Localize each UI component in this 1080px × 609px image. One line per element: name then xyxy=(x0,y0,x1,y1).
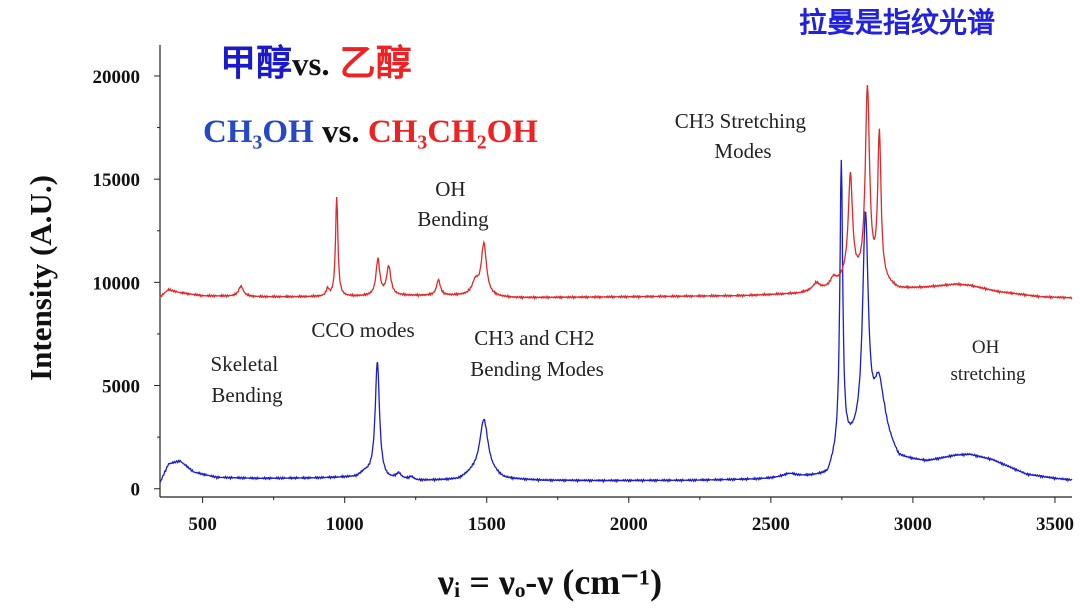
x-tick-label: 2500 xyxy=(752,514,790,535)
y-tick-label: 0 xyxy=(131,480,141,501)
title-methanol-cn: 甲醇 xyxy=(220,43,292,84)
y-tick-label: 5000 xyxy=(102,377,140,398)
formula-methanol: CH₃OH xyxy=(203,114,314,150)
title-formula: CH₃OH vs. CH₃CH₂OH xyxy=(203,114,538,150)
formula-vs: vs. xyxy=(314,114,368,150)
x-tick-label: 500 xyxy=(188,514,217,535)
x-tick-label: 1500 xyxy=(468,514,506,535)
x-tick-label: 3500 xyxy=(1036,514,1074,535)
annotation-oh-stretching: OH stretching xyxy=(951,337,1026,385)
title-chinese: 甲醇vs. 乙醇 xyxy=(220,43,412,84)
annotation-ch3-stretching: CH3 Stretching Modes xyxy=(675,109,812,163)
annotation-oh-bending: OH Bending xyxy=(417,177,489,231)
annotation-ch3-ch2-bending: CH3 and CH2 Bending Modes xyxy=(470,326,604,381)
series-methanol-line xyxy=(159,159,1073,484)
formula-ethanol: CH₃CH₂OH xyxy=(368,114,538,150)
ticks: 500 1000 1500 2000 2500 3000 3500 0 5000 10000 150… xyxy=(93,67,1074,535)
series-group xyxy=(159,84,1073,484)
axes xyxy=(159,45,1072,498)
x-tick-label: 2000 xyxy=(610,514,648,535)
top-right-title: 拉曼是指纹光谱 xyxy=(799,6,995,39)
y-tick-label: 15000 xyxy=(93,170,141,191)
title-ethanol-cn: 乙醇 xyxy=(340,43,412,84)
y-tick-label: 20000 xyxy=(93,67,141,88)
title-vs: vs. xyxy=(292,47,330,83)
annotation-skeletal: Skeletal Bending xyxy=(211,352,284,407)
y-tick-label: 10000 xyxy=(93,273,141,294)
x-axis-label: νᵢ = νₒ-ν (cm⁻¹) xyxy=(437,562,662,602)
x-tick-label: 1000 xyxy=(326,514,364,535)
annotation-cco-modes: CCO modes xyxy=(311,318,414,342)
y-axis-label: Intensity (A.U.) xyxy=(23,175,58,381)
series-ethanol-line xyxy=(159,84,1073,301)
x-tick-label: 3000 xyxy=(894,514,932,535)
